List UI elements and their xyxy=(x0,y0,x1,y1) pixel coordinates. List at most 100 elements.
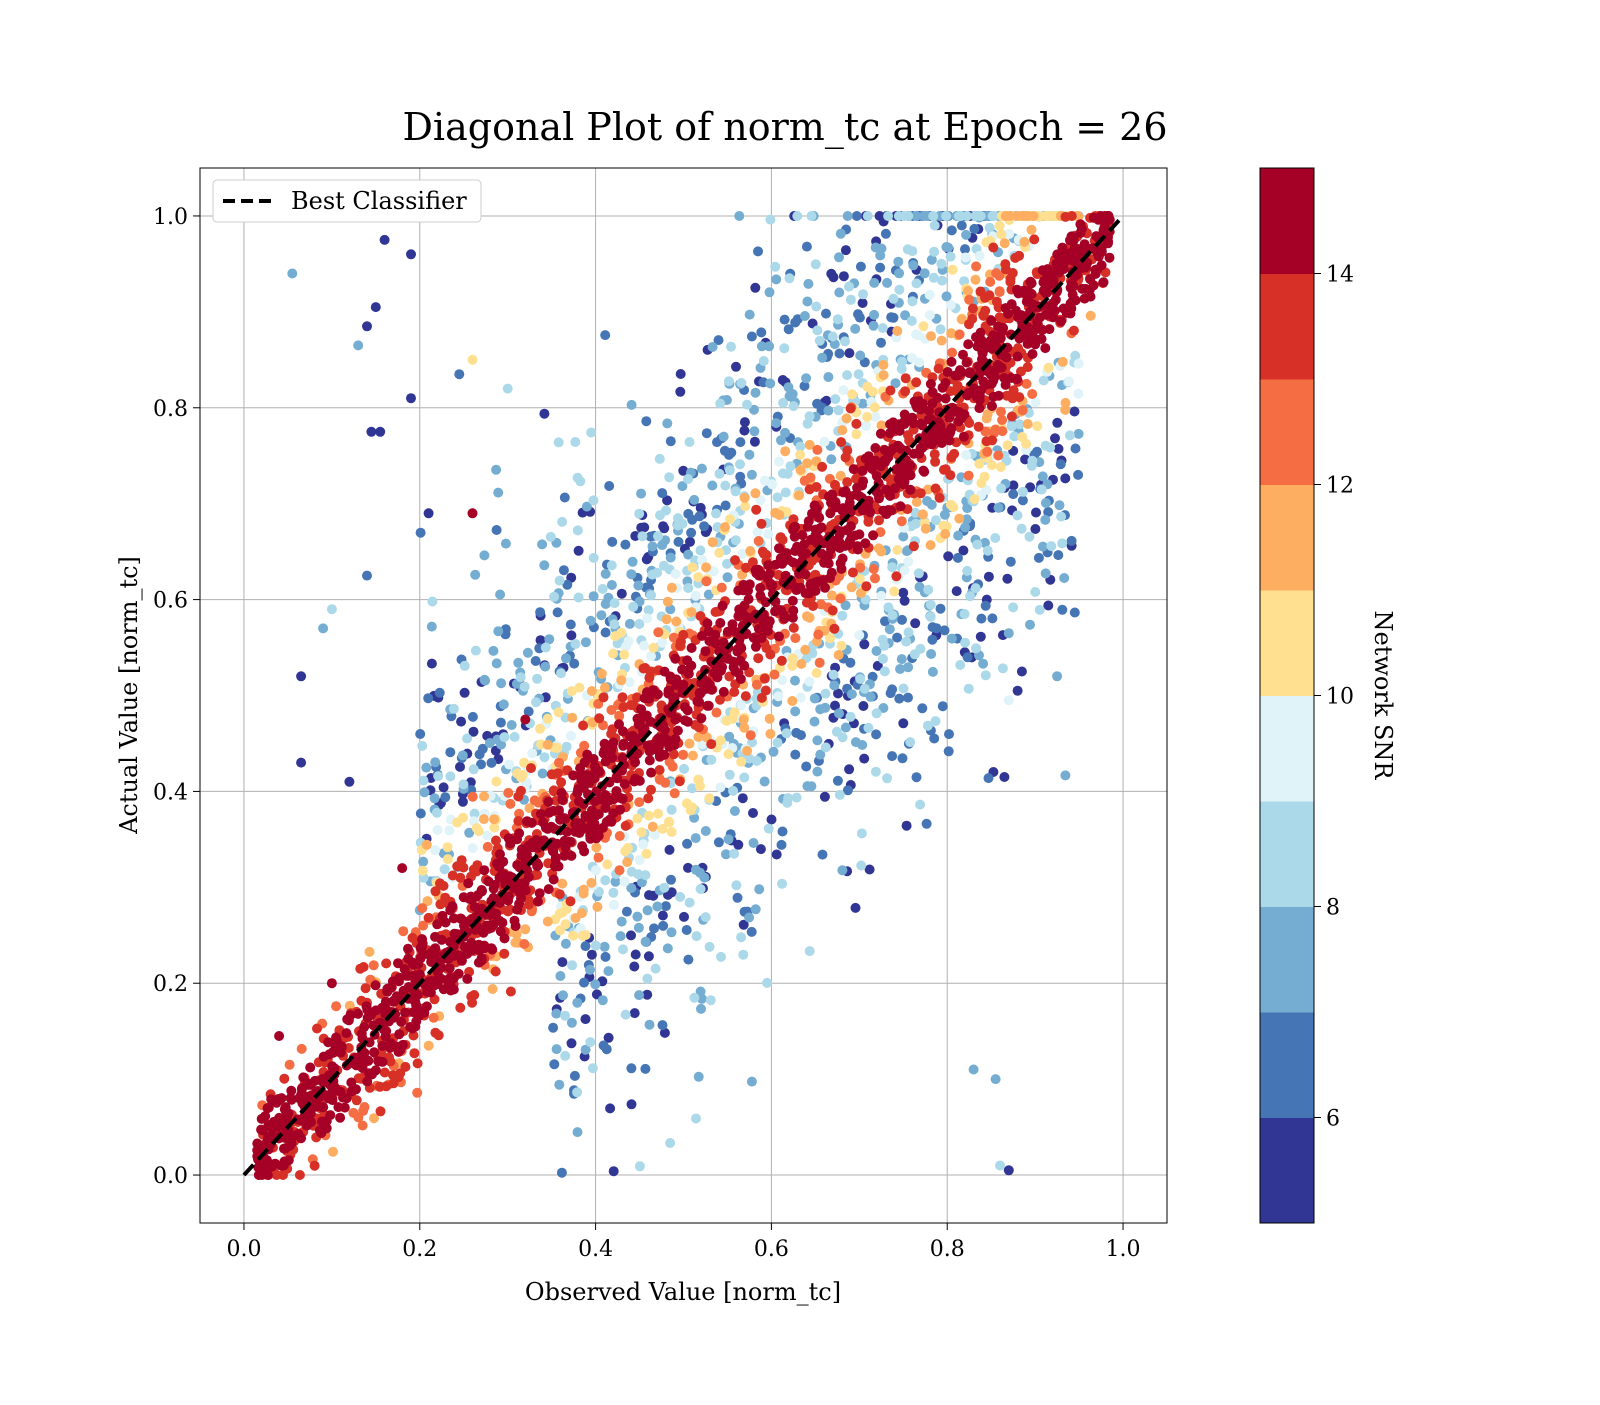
scatter-point xyxy=(696,1003,706,1014)
scatter-point xyxy=(879,666,890,677)
scatter-point xyxy=(412,1058,423,1069)
scatter-point xyxy=(1103,236,1113,246)
colorbar-segment xyxy=(1260,695,1314,802)
scatter-point xyxy=(963,285,973,296)
scatter-point xyxy=(1009,431,1020,442)
scatter-point xyxy=(790,633,801,644)
scatter-point xyxy=(987,613,998,624)
scatter-point xyxy=(854,630,865,641)
scatter-point xyxy=(1005,556,1016,567)
scatter-point xyxy=(553,437,564,448)
scatter-point xyxy=(777,558,788,569)
scatter-point xyxy=(660,901,671,912)
scatter-point xyxy=(846,689,857,700)
scatter-point xyxy=(811,301,822,312)
scatter-point xyxy=(811,668,822,678)
scatter-point xyxy=(900,310,911,321)
scatter-point xyxy=(639,522,650,533)
scatter-point xyxy=(379,1067,390,1078)
scatter-point xyxy=(897,356,907,367)
scatter-point xyxy=(551,838,562,849)
scatter-point xyxy=(543,796,554,807)
scatter-point xyxy=(827,331,838,342)
scatter-point xyxy=(723,834,734,845)
scatter-point xyxy=(765,378,776,389)
scatter-point xyxy=(755,844,766,855)
scatter-point xyxy=(658,521,669,532)
scatter-point xyxy=(370,980,381,991)
scatter-point xyxy=(996,483,1007,494)
scatter-point xyxy=(953,530,964,541)
scatter-point xyxy=(600,568,611,579)
scatter-point xyxy=(840,336,850,347)
scatter-point xyxy=(790,675,800,686)
scatter-point xyxy=(753,246,763,257)
scatter-point xyxy=(739,492,750,503)
scatter-point xyxy=(929,449,940,460)
scatter-point xyxy=(1006,421,1017,432)
scatter-point xyxy=(561,653,571,664)
scatter-point xyxy=(884,624,895,635)
scatter-point xyxy=(755,583,766,593)
scatter-point xyxy=(513,791,524,802)
scatter-point xyxy=(706,754,717,765)
scatter-point xyxy=(662,495,673,506)
scatter-point xyxy=(928,211,939,221)
scatter-point xyxy=(805,472,816,483)
scatter-point xyxy=(614,831,625,841)
scatter-point xyxy=(842,525,853,536)
scatter-point xyxy=(925,611,936,622)
scatter-point xyxy=(657,488,668,499)
scatter-point xyxy=(911,329,922,340)
scatter-point xyxy=(614,710,625,721)
scatter-point xyxy=(970,583,981,594)
scatter-point xyxy=(657,637,668,648)
scatter-point xyxy=(941,242,952,252)
scatter-point xyxy=(735,674,746,684)
scatter-point xyxy=(891,571,902,582)
scatter-point xyxy=(893,256,904,267)
scatter-point xyxy=(777,826,788,837)
scatter-point xyxy=(960,522,971,533)
scatter-point xyxy=(965,591,976,602)
scatter-point xyxy=(730,535,741,546)
scatter-point xyxy=(982,545,993,556)
scatter-point xyxy=(938,520,949,531)
scatter-point xyxy=(588,495,599,506)
scatter-point xyxy=(593,852,604,863)
scatter-point xyxy=(1021,378,1032,389)
scatter-point xyxy=(1040,278,1051,289)
scatter-point xyxy=(1057,538,1068,549)
scatter-point xyxy=(535,607,546,618)
scatter-point xyxy=(915,799,926,810)
scatter-point xyxy=(557,516,568,527)
scatter-point xyxy=(634,990,645,1001)
scatter-point xyxy=(491,835,501,846)
scatter-point xyxy=(961,514,972,525)
scatter-point xyxy=(496,857,507,868)
scatter-point xyxy=(344,1000,355,1011)
scatter-point xyxy=(496,870,507,881)
colorbar-label: Network SNR xyxy=(1369,611,1397,781)
scatter-point xyxy=(943,551,954,562)
scatter-point xyxy=(999,772,1010,782)
scatter-point xyxy=(809,716,820,727)
scatter-point xyxy=(1030,524,1041,534)
scatter-point xyxy=(927,622,938,633)
scatter-point xyxy=(279,1073,290,1084)
scatter-point xyxy=(1030,339,1041,350)
scatter-point xyxy=(753,536,764,546)
scatter-point xyxy=(600,599,611,609)
scatter-point xyxy=(874,211,885,221)
scatter-point xyxy=(943,746,954,757)
scatter-point xyxy=(609,619,620,630)
scatter-point xyxy=(780,427,791,438)
scatter-point xyxy=(448,984,459,995)
scatter-point xyxy=(616,916,627,927)
scatter-point xyxy=(728,656,739,667)
scatter-point xyxy=(467,508,478,519)
scatter-point xyxy=(762,977,773,988)
scatter-point xyxy=(899,409,910,420)
scatter-point xyxy=(988,211,999,221)
